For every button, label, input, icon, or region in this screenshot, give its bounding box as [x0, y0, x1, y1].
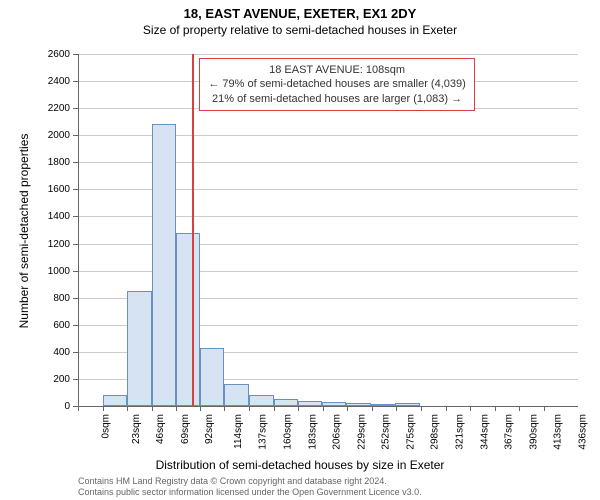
- ytick-label: 1600: [30, 184, 70, 195]
- y-axis-label: Number of semi-detached properties: [17, 121, 31, 341]
- annotation-line1: 18 EAST AVENUE: 108sqm: [208, 63, 465, 77]
- x-axis-label: Distribution of semi-detached houses by …: [0, 458, 600, 472]
- y-axis-line: [78, 54, 79, 406]
- histogram-bar: [249, 395, 274, 406]
- ytick-label: 1400: [30, 211, 70, 222]
- xtick-label: 229sqm: [356, 414, 367, 450]
- xtick-label: 413sqm: [553, 414, 564, 450]
- xtick-label: 0sqm: [100, 414, 111, 438]
- ytick-label: 2200: [30, 103, 70, 114]
- xtick-label: 69sqm: [180, 414, 191, 444]
- x-axis-line: [78, 406, 578, 407]
- histogram-bar: [103, 395, 128, 406]
- attribution-text: Contains HM Land Registry data © Crown c…: [78, 476, 422, 498]
- ytick-label: 1800: [30, 157, 70, 168]
- plot-area: 0200400600800100012001400160018002000220…: [78, 54, 578, 406]
- chart-title: 18, EAST AVENUE, EXETER, EX1 2DY: [0, 0, 600, 21]
- annotation-line3: 21% of semi-detached houses are larger (…: [208, 92, 465, 106]
- histogram-chart: 18, EAST AVENUE, EXETER, EX1 2DY Size of…: [0, 0, 600, 500]
- xtick-label: 206sqm: [332, 414, 343, 450]
- ytick-label: 200: [30, 374, 70, 385]
- ytick-label: 0: [30, 401, 70, 412]
- histogram-bar: [176, 233, 200, 406]
- ytick-label: 600: [30, 320, 70, 331]
- gridline: [78, 54, 578, 55]
- attribution-line1: Contains HM Land Registry data © Crown c…: [78, 476, 422, 487]
- xtick-label: 367sqm: [504, 414, 515, 450]
- histogram-bar: [200, 348, 225, 406]
- histogram-bar: [152, 124, 177, 406]
- xtick-label: 275sqm: [405, 414, 416, 450]
- ytick-label: 800: [30, 293, 70, 304]
- xtick-label: 321sqm: [455, 414, 466, 450]
- ytick-label: 2400: [30, 76, 70, 87]
- ytick-label: 2600: [30, 49, 70, 60]
- xtick-label: 114sqm: [233, 414, 244, 449]
- ytick-label: 2000: [30, 130, 70, 141]
- xtick-label: 23sqm: [131, 414, 142, 444]
- xtick-label: 137sqm: [258, 414, 269, 450]
- attribution-line2: Contains public sector information licen…: [78, 487, 422, 498]
- annotation-box: 18 EAST AVENUE: 108sqm ← 79% of semi-det…: [199, 58, 474, 111]
- xtick-label: 436sqm: [577, 414, 588, 450]
- xtick-label: 298sqm: [430, 414, 441, 450]
- xtick-label: 92sqm: [204, 414, 215, 444]
- ytick-label: 1200: [30, 239, 70, 250]
- property-marker-line: [192, 54, 194, 406]
- histogram-bar: [224, 384, 249, 406]
- xtick-label: 252sqm: [381, 414, 392, 450]
- xtick-label: 344sqm: [479, 414, 490, 450]
- ytick-label: 1000: [30, 266, 70, 277]
- ytick-label: 400: [30, 347, 70, 358]
- xtick-label: 46sqm: [155, 414, 166, 444]
- histogram-bar: [274, 399, 299, 406]
- xtick-label: 183sqm: [307, 414, 318, 450]
- chart-subtitle: Size of property relative to semi-detach…: [0, 21, 600, 37]
- xtick-label: 390sqm: [528, 414, 539, 450]
- histogram-bar: [127, 291, 152, 406]
- xtick-label: 160sqm: [283, 414, 294, 450]
- annotation-line2: ← 79% of semi-detached houses are smalle…: [208, 77, 465, 91]
